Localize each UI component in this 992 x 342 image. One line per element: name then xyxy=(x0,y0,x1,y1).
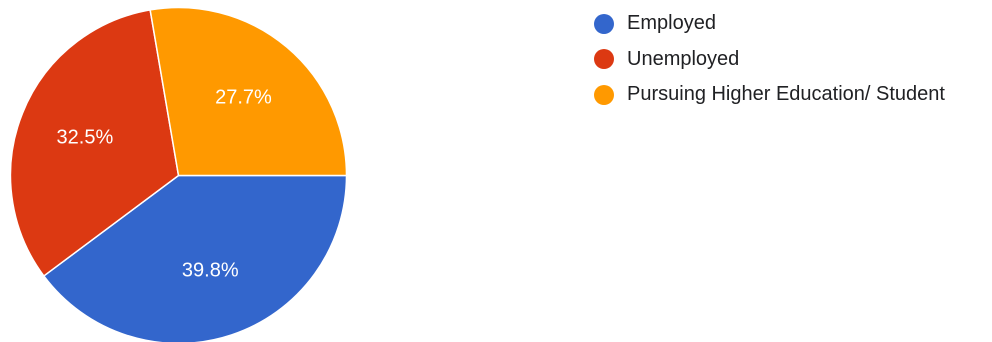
chart-legend: Employed Unemployed Pursuing Higher Educ… xyxy=(594,6,945,113)
pie-slices xyxy=(9,6,348,342)
legend-swatch-unemployed xyxy=(594,49,614,70)
pie-slice-labels: 39.8% 32.5% 27.7% xyxy=(57,87,273,282)
pie-slice-pursuing-higher-education-student[interactable] xyxy=(149,6,348,177)
legend-label-unemployed: Unemployed xyxy=(627,47,740,70)
legend-label-employed: Employed xyxy=(627,12,716,35)
legend-item-unemployed[interactable]: Unemployed xyxy=(594,42,945,78)
pie-label-employed: 39.8% xyxy=(182,259,239,281)
legend-item-employed[interactable]: Employed xyxy=(594,6,945,42)
pie-label-unemployed: 32.5% xyxy=(57,126,114,148)
pie-label-pursuing-higher-education-student: 27.7% xyxy=(215,87,272,109)
legend-label-student: Pursuing Higher Education/ Student xyxy=(627,83,945,106)
legend-item-student[interactable]: Pursuing Higher Education/ Student xyxy=(594,77,945,113)
legend-swatch-student xyxy=(594,84,614,105)
pie-slice-unemployed[interactable] xyxy=(9,9,180,278)
pie-slice-employed[interactable] xyxy=(42,174,348,342)
legend-swatch-employed xyxy=(594,13,614,34)
